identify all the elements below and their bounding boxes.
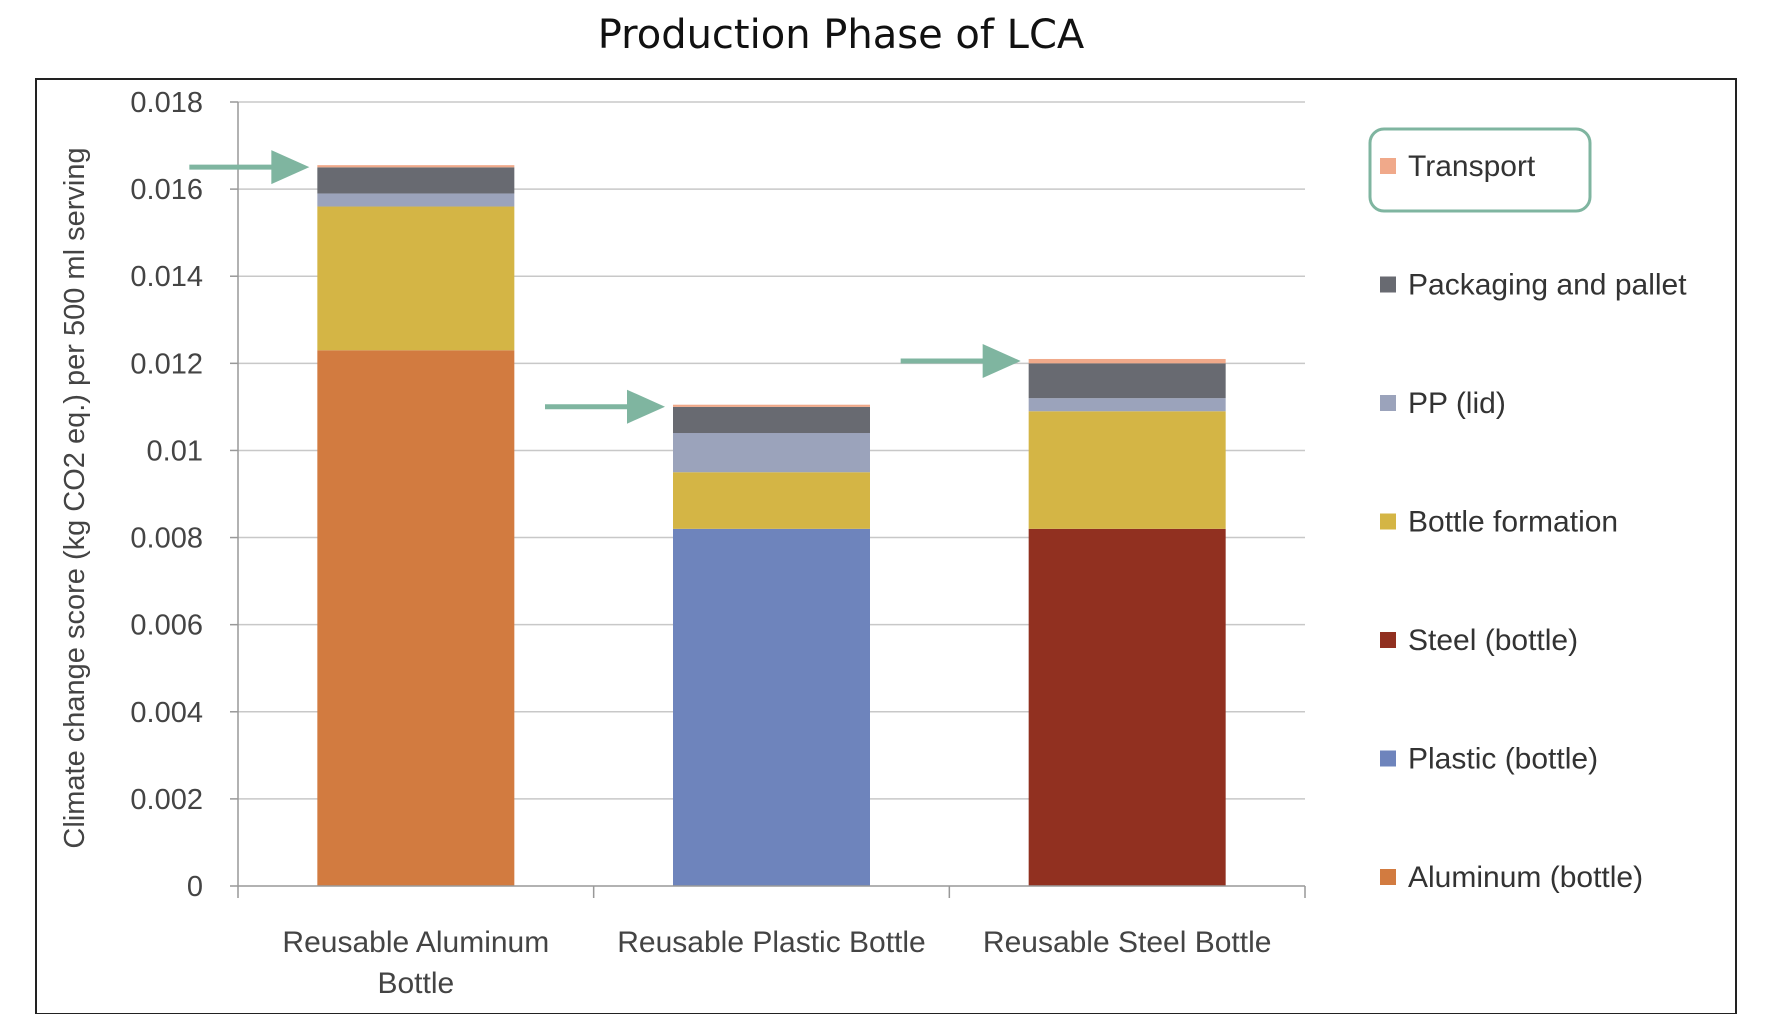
- bar-segment-pp-lid: [673, 433, 870, 473]
- bar-segment-transport: [317, 165, 515, 168]
- bar-segment-aluminum-bottle: [317, 350, 515, 886]
- chart-frame: [35, 78, 1737, 1014]
- y-axis-label: Climate change score (kg CO2 eq.) per 50…: [59, 147, 91, 848]
- y-tick-label: 0.002: [130, 784, 203, 816]
- bar-segment-packaging-and-pallet: [1028, 363, 1226, 399]
- legend-highlight-box: [1368, 127, 1592, 213]
- y-tick-label: 0.016: [130, 174, 203, 206]
- legend-label: Transport: [1408, 150, 1536, 183]
- legend-label: PP (lid): [1408, 387, 1506, 420]
- y-tick-label: 0.008: [130, 523, 203, 555]
- bar-segment-packaging-and-pallet: [317, 167, 515, 194]
- bar-segment-bottle-formation: [673, 472, 870, 529]
- y-tick-label: 0.006: [130, 610, 203, 642]
- x-category-label: Reusable Plastic Bottle: [617, 926, 926, 959]
- legend: Transport Packaging and pallet PP (lid) Bot…: [1380, 150, 1687, 894]
- legend-swatch: [1380, 276, 1396, 293]
- y-tick-label: 0.018: [130, 87, 203, 119]
- x-category-label: Reusable Aluminum: [282, 926, 549, 959]
- x-category-label: Reusable Steel Bottle: [983, 926, 1272, 959]
- bar-segment-bottle-formation: [1028, 411, 1226, 529]
- legend-label: Aluminum (bottle): [1408, 861, 1643, 894]
- y-tick-label: 0.012: [130, 348, 203, 380]
- pointer-arrow-icon: [627, 389, 665, 424]
- bar-segment-pp-lid: [317, 193, 515, 207]
- pointer-arrow-icon: [982, 343, 1021, 378]
- bar-segment-bottle-formation: [317, 206, 515, 351]
- legend-swatch: [1380, 513, 1396, 530]
- y-tick-label: 0: [187, 871, 203, 903]
- y-tick-label: 0.01: [147, 435, 203, 467]
- bar-segment-steel-bottle: [1028, 528, 1226, 886]
- legend-swatch: [1380, 750, 1396, 767]
- chart-title: Production Phase of LCA: [597, 12, 1085, 58]
- y-tick-label: 0.004: [130, 697, 203, 729]
- legend-swatch: [1380, 869, 1396, 885]
- y-tick-label: 0.014: [130, 261, 203, 293]
- axes: 0 0.002 0.004 0.006 0.008 0.01 0.012 0.014 0.016…: [59, 87, 1306, 1000]
- x-category-label: Bottle: [377, 967, 454, 1000]
- legend-label: Bottle formation: [1408, 506, 1618, 539]
- legend-label: Plastic (bottle): [1408, 743, 1598, 776]
- bar-segment-pp-lid: [1028, 398, 1226, 412]
- bar-segment-plastic-bottle: [673, 528, 870, 886]
- bar-segment-transport: [673, 404, 870, 407]
- legend-label: Packaging and pallet: [1408, 269, 1687, 302]
- bar-segment-packaging-and-pallet: [673, 406, 870, 434]
- legend-label: Steel (bottle): [1408, 624, 1578, 657]
- annotations: [189, 127, 1592, 424]
- bars: [317, 165, 1226, 886]
- legend-swatch: [1380, 632, 1396, 648]
- bar-segment-transport: [1028, 358, 1226, 364]
- legend-swatch: [1380, 158, 1396, 174]
- legend-swatch: [1380, 395, 1396, 411]
- pointer-arrow-icon: [271, 150, 310, 185]
